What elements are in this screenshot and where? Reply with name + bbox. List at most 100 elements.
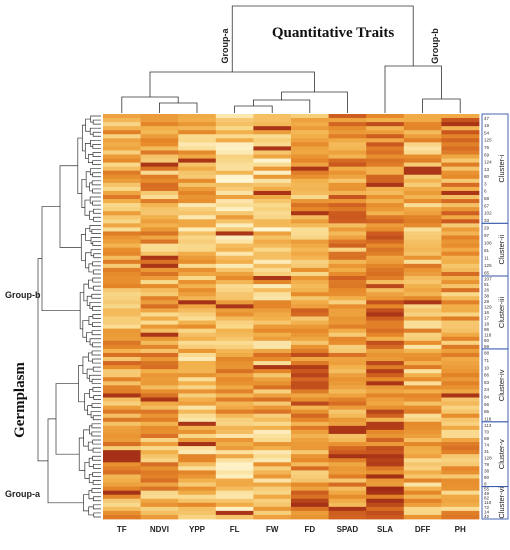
dendrogram-branch: [85, 252, 92, 269]
heatmap-cell: [103, 308, 141, 313]
row-id-label: 51: [484, 282, 490, 287]
heatmap-cell: [178, 417, 217, 423]
heatmap-cell: [291, 357, 329, 362]
heatmap-cell: [178, 373, 217, 378]
heatmap-cell: [441, 243, 480, 249]
heatmap-cell: [215, 239, 254, 244]
heatmap-cell: [441, 166, 480, 172]
heatmap-cell: [140, 251, 179, 257]
cluster-box: [481, 486, 509, 520]
heatmap-cell: [291, 170, 329, 176]
heatmap-cell: [441, 478, 480, 483]
heatmap-cell: [403, 397, 442, 402]
heatmap-cell: [178, 405, 217, 411]
heatmap-cell: [291, 486, 329, 492]
heatmap-cell: [441, 186, 480, 192]
heatmap-cell: [328, 344, 367, 350]
y-axis-label: Germplasm: [12, 362, 28, 438]
heatmap-cell: [253, 429, 292, 435]
heatmap-cell: [215, 361, 254, 366]
heatmap-cell: [403, 421, 442, 427]
dendrogram-branch: [231, 5, 414, 72]
heatmap-cell: [366, 385, 405, 390]
column-labels: TF NDVI YPP FL FW FD SPAD SLA DFF PH: [117, 525, 466, 534]
heatmap-cell: [178, 494, 217, 500]
heatmap-cell: [103, 263, 141, 269]
row-id-label: 84: [484, 395, 490, 400]
heatmap-cell: [215, 498, 254, 504]
heatmap-cell: [291, 130, 329, 135]
column-dendrogram: [121, 5, 461, 113]
heatmap-cell: [291, 134, 329, 139]
heatmap-cell: [291, 300, 329, 305]
heatmap-cell: [441, 490, 480, 496]
heatmap-cell: [291, 352, 329, 358]
heatmap-cell: [215, 352, 254, 358]
heatmap-cell: [215, 251, 254, 257]
heatmap-cell: [291, 255, 329, 261]
heatmap-cell: [403, 130, 442, 135]
heatmap-cell: [215, 348, 254, 354]
heatmap-cell: [441, 174, 480, 180]
dendrogram-branch: [85, 228, 92, 241]
heatmap-cell: [215, 158, 254, 163]
heatmap-cell: [178, 369, 217, 374]
heatmap-cell: [328, 170, 367, 176]
dendrogram-branch: [92, 439, 101, 445]
heatmap-cell: [328, 247, 367, 253]
heatmap-cell: [366, 227, 405, 232]
heatmap-cell: [366, 365, 405, 370]
heatmap-cell: [103, 288, 141, 293]
heatmap-cell: [291, 425, 329, 431]
heatmap-cell: [403, 284, 442, 289]
heatmap-cell: [291, 474, 329, 479]
heatmap-cell: [140, 247, 179, 253]
heatmap-cell: [178, 126, 217, 131]
heatmap-cell: [291, 195, 329, 200]
heatmap-cell: [328, 162, 367, 168]
heatmap-cell: [103, 373, 141, 378]
dendrogram-branch: [91, 229, 101, 234]
heatmap-cell: [403, 438, 442, 443]
heatmap-cell: [366, 190, 405, 196]
heatmap-cell: [140, 267, 179, 273]
heatmap-cell: [291, 482, 329, 487]
heatmap-cell: [253, 344, 292, 350]
heatmap-cell: [253, 361, 292, 366]
cluster-label: Cluster-iv: [497, 369, 506, 401]
heatmap-cell: [403, 211, 442, 216]
row-id-label: 129: [484, 305, 492, 310]
heatmap-cell: [441, 389, 480, 394]
dendrogram-branch: [88, 506, 94, 516]
heatmap-cell: [253, 494, 292, 500]
heatmap-cell: [103, 494, 141, 500]
heatmap-cell: [403, 154, 442, 159]
chart-title: Quantitative Traits: [272, 25, 395, 41]
heatmap-cell: [441, 381, 480, 386]
heatmap-cell: [328, 267, 367, 273]
heatmap-cell: [328, 284, 367, 289]
heatmap-cell: [178, 340, 217, 346]
heatmap-cell: [366, 466, 405, 471]
heatmap-cell: [328, 190, 367, 196]
heatmap-cell: [366, 316, 405, 321]
heatmap-cell: [253, 251, 292, 257]
heatmap-cell: [291, 166, 329, 172]
heatmap-cell: [291, 389, 329, 394]
heatmap-cell: [366, 393, 405, 398]
heatmap-cell: [441, 138, 480, 143]
heatmap-cell: [215, 328, 254, 334]
heatmap-cell: [291, 178, 329, 184]
heatmap-cell: [253, 320, 292, 325]
heatmap-cell: [403, 207, 442, 212]
heatmap-cell: [403, 267, 442, 273]
heatmap-cell: [103, 466, 141, 471]
heatmap-cell: [441, 506, 480, 512]
heatmap-cell: [253, 223, 292, 228]
heatmap-cell: [291, 385, 329, 390]
heatmap-cell: [291, 417, 329, 423]
heatmap-cell: [328, 413, 367, 419]
heatmap-cell: [328, 182, 367, 188]
heatmap-cell: [178, 118, 217, 123]
heatmap-cell: [103, 304, 141, 309]
